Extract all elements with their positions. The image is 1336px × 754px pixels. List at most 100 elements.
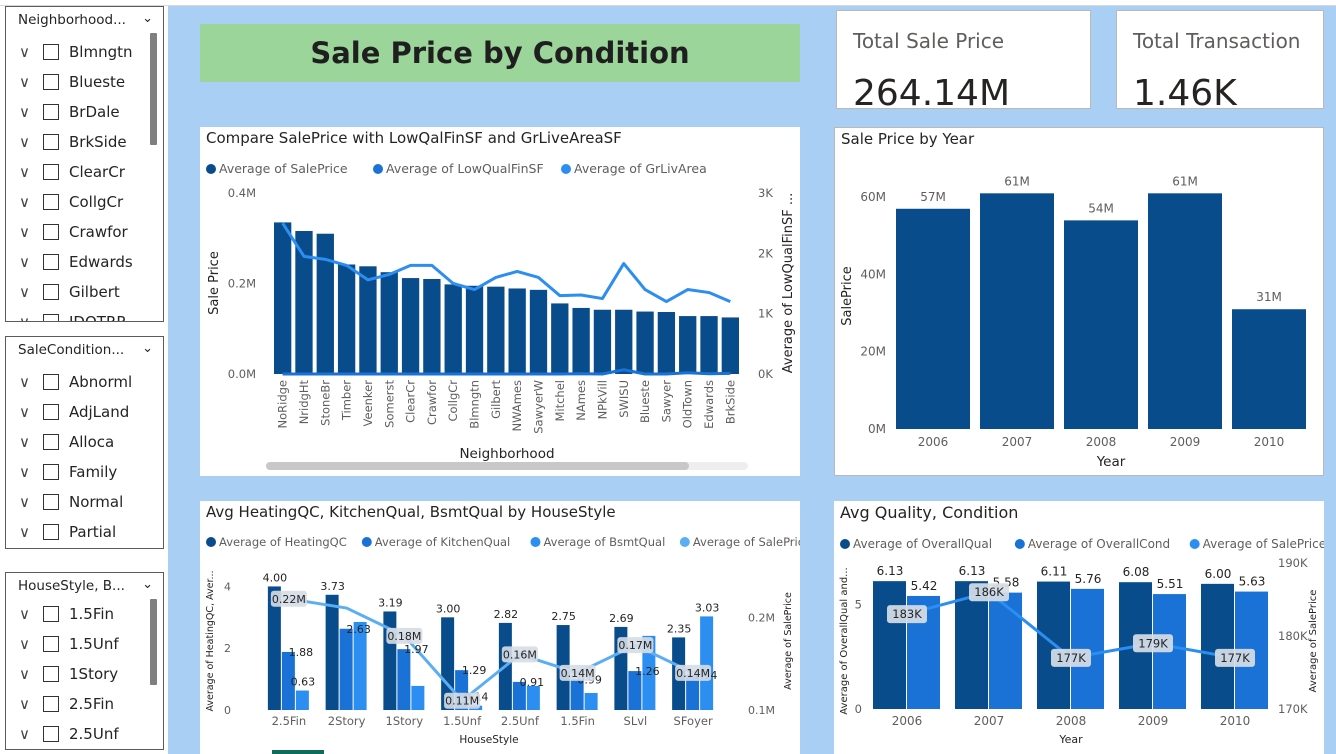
chevron-down-icon[interactable]: ⌄ [142,341,153,356]
slicer-item[interactable]: ∨ Alloca [19,427,114,457]
page-tab-indicator[interactable] [272,750,324,754]
slicer-item-label: BrDale [69,103,120,121]
chevron-down-icon[interactable]: ⌄ [142,577,153,592]
expand-chevron-icon[interactable]: ∨ [19,223,30,241]
slicer-item[interactable]: ∨ 1.5Fin [19,599,114,629]
expand-chevron-icon[interactable]: ∨ [19,523,30,541]
expand-chevron-icon[interactable]: ∨ [19,253,30,271]
slicer-checkbox[interactable] [43,44,59,60]
slicer-item[interactable]: ∨ 2.5Unf [19,719,119,749]
slicer-item[interactable]: ∨ AdjLand [19,397,129,427]
data-label: 0.14M [561,667,595,680]
compare-saleprice-chart[interactable]: Compare SalePrice with LowQalFinSF and G… [200,127,800,476]
slicer-item[interactable]: ∨ Crawfor [19,217,128,247]
slicer-checkbox[interactable] [43,524,59,540]
slicer-item[interactable]: ∨ Gilbert [19,277,120,307]
expand-chevron-icon[interactable]: ∨ [19,73,30,91]
slicer-item[interactable]: ∨ Family [19,457,117,487]
expand-chevron-icon[interactable]: ∨ [19,313,30,322]
data-label: 2.63 [346,623,371,636]
slicer-item[interactable]: ∨ Blmngtn [19,37,133,67]
slicer-item[interactable]: ∨ Normal [19,487,123,517]
x-tick-label: NAmes [574,380,588,421]
data-label: 3.73 [320,580,345,593]
top-header-strip [0,0,1336,6]
bar [339,628,353,710]
expand-chevron-icon[interactable]: ∨ [19,283,30,301]
kpi-total-sale-price[interactable]: Total Sale Price 264.14M [836,10,1091,114]
slicer-checkbox[interactable] [43,284,59,300]
bar [700,616,714,710]
year-chart-svg: 0M 20M 40M 60M SalePrice 57M 2006 61M 2007 54M 200… [840,174,1306,470]
slicer-checkbox[interactable] [43,606,59,622]
slicer-checkbox[interactable] [43,666,59,682]
scrollbar[interactable] [150,33,157,145]
slicer-checkbox[interactable] [43,224,59,240]
expand-chevron-icon[interactable]: ∨ [19,463,30,481]
bar [512,681,526,710]
data-label-bg [386,627,423,644]
bar [615,309,633,374]
expand-chevron-icon[interactable]: ∨ [19,433,30,451]
slicer-checkbox[interactable] [43,494,59,510]
slicer-item[interactable]: ∨ BrDale [19,97,120,127]
kpi-value: 264.14M [853,73,1011,114]
data-label: 5.63 [1239,575,1266,589]
slicer-item[interactable]: ∨ ClearCr [19,157,125,187]
slicer-item[interactable]: ∨ Partial [19,517,116,547]
slicer-checkbox[interactable] [43,374,59,390]
avg-heating-kitchen-bsmt-chart[interactable]: Avg HeatingQC, KitchenQual, BsmtQual by … [200,501,800,754]
expand-chevron-icon[interactable]: ∨ [19,403,30,421]
slicer-checkbox[interactable] [43,434,59,450]
expand-chevron-icon[interactable]: ∨ [19,133,30,151]
expand-chevron-icon[interactable]: ∨ [19,695,30,713]
data-label-bg [1215,648,1255,667]
slicer-checkbox[interactable] [43,314,59,321]
expand-chevron-icon[interactable]: ∨ [19,103,30,121]
slicer-checkbox[interactable] [43,636,59,652]
slicer-checkbox[interactable] [43,134,59,150]
expand-chevron-icon[interactable]: ∨ [19,605,30,623]
slicer-item[interactable]: ∨ 1Story [19,659,118,689]
sale-price-by-year-chart[interactable]: Sale Price by Year 0M 20M 40M 60M SalePrice 5… [834,127,1324,476]
horizontal-scrollbar[interactable] [266,462,689,470]
expand-chevron-icon[interactable]: ∨ [19,193,30,211]
legend-entry: Average of GrLivArea [574,161,707,176]
slicer-item[interactable]: ∨ Abnorml [19,367,132,397]
expand-chevron-icon[interactable]: ∨ [19,163,30,181]
slicer-item[interactable]: ∨ CollgCr [19,187,123,217]
expand-chevron-icon[interactable]: ∨ [19,373,30,391]
bar [316,233,334,374]
expand-chevron-icon[interactable]: ∨ [19,493,30,511]
slicer-item[interactable]: ∨ Blueste [19,67,125,97]
slicer-checkbox[interactable] [43,464,59,480]
salecondition-slicer: SaleCondition... ⌄ ∨ Abnorml ∨ AdjLand ∨ Allo… [5,336,164,549]
data-label: 0.91 [520,676,545,689]
expand-chevron-icon[interactable]: ∨ [19,665,30,683]
y-tick-label: 0.0M [228,367,256,381]
slicer-checkbox[interactable] [43,254,59,270]
slicer-checkbox[interactable] [43,404,59,420]
slicer-item[interactable]: ∨ 1.5Unf [19,629,119,659]
slicer-checkbox[interactable] [43,104,59,120]
y2-tick-label: 2K [758,246,773,260]
kpi-total-transaction[interactable]: Total Transaction 1.46K [1116,10,1324,114]
slicer-item[interactable]: ∨ Edwards [19,247,133,277]
scrollbar[interactable] [150,599,157,685]
expand-chevron-icon[interactable]: ∨ [19,43,30,61]
x-tick-label: 2.5Unf [501,714,540,728]
slicer-item[interactable]: ∨ BrkSide [19,127,127,157]
y-tick-label: 5 [855,598,862,612]
slicer-checkbox[interactable] [43,164,59,180]
slicer-checkbox[interactable] [43,194,59,210]
slicer-item[interactable]: ∨ IDOTRR [19,307,127,322]
x-tick-label: 1.5Unf [443,714,482,728]
expand-chevron-icon[interactable]: ∨ [19,635,30,653]
slicer-checkbox[interactable] [43,696,59,712]
expand-chevron-icon[interactable]: ∨ [19,725,30,743]
slicer-checkbox[interactable] [43,74,59,90]
slicer-item[interactable]: ∨ 2.5Fin [19,689,114,719]
slicer-checkbox[interactable] [43,726,59,742]
avg-quality-condition-chart[interactable]: Avg Quality, Condition Average of Overal… [834,501,1324,754]
chevron-down-icon[interactable]: ⌄ [142,11,153,26]
